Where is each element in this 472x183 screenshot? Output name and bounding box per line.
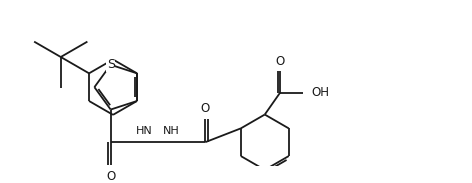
Text: OH: OH <box>312 86 330 99</box>
Text: O: O <box>201 102 210 115</box>
Text: O: O <box>106 170 115 183</box>
Text: HN: HN <box>136 126 153 136</box>
Text: S: S <box>107 58 115 71</box>
Text: NH: NH <box>163 126 180 136</box>
Text: O: O <box>276 55 285 68</box>
